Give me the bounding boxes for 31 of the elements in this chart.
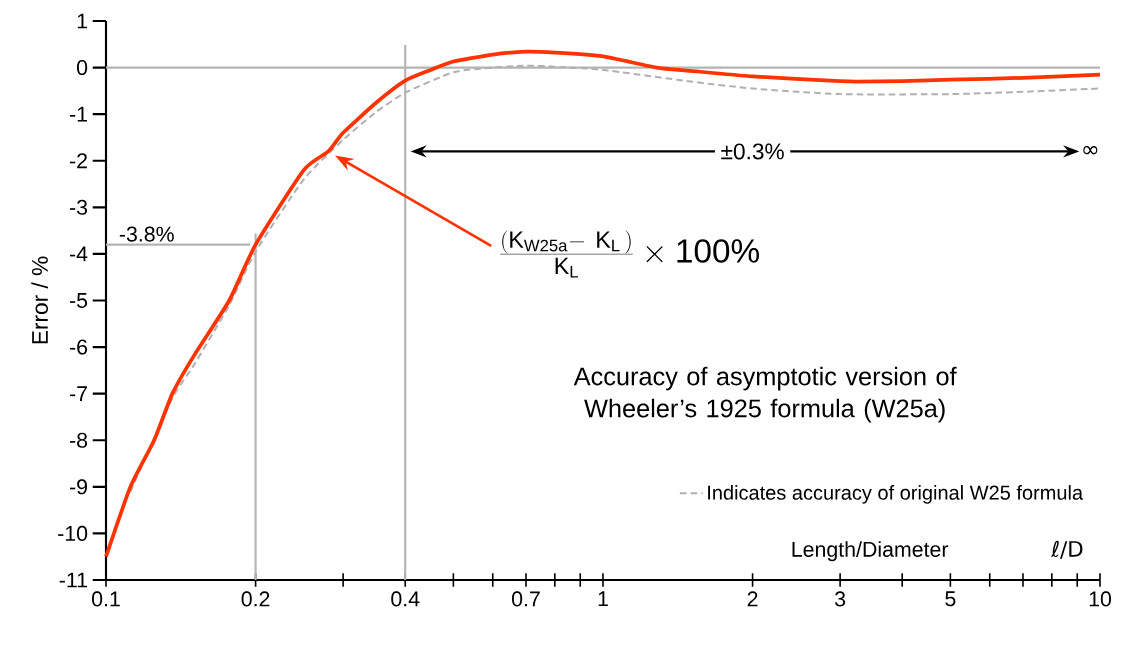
x-tick-label: 10 (1089, 591, 1112, 607)
annotation: $\frac{(\mathrm{K}_{\mathrm{W25a}}\mathrm{-}\ \mathrm{K}_{\mathrm{L}}\,)}{\mathrm{K}_{\mathrm{L}}}\times\mathrm{100\%}$ (500, 230, 759, 278)
annotation: ±0.3% (721, 143, 784, 160)
y-tick-label: -5 (69, 293, 88, 308)
x-tick-label: 3 (835, 591, 846, 607)
x-tick-label: 0.2 (241, 591, 270, 607)
y-tick-label: -1 (69, 106, 87, 122)
y-tick-label: -6 (69, 339, 88, 355)
y-tick-label: -2 (69, 153, 87, 169)
y-tick-label: -3 (69, 199, 88, 215)
y-tick-label: -9 (69, 479, 88, 495)
x-tick-label: 5 (945, 591, 956, 607)
y-tick-label: -4 (69, 246, 88, 262)
annotation: ℓ/D (1050, 540, 1083, 559)
y-axis-title: Error / % (31, 256, 48, 344)
x-tick-label: 0.7 (512, 591, 540, 607)
ref-line-label: -3.8% (119, 226, 174, 242)
x-tick-label: 0.1 (92, 591, 120, 607)
text: Accuracy of asymptotic version of Wheeler’s 1925 formula (W25a) (573, 366, 957, 423)
x-axis-title: Length/Diameter (792, 541, 949, 562)
y-tick-label: 1 (77, 13, 87, 29)
y-tick-label: -8 (69, 432, 88, 448)
annotation: ∞ (1083, 145, 1098, 155)
x-tick-label: 2 (747, 591, 758, 607)
x-tick-label: 0.4 (391, 591, 420, 607)
y-tick-label: -7 (69, 386, 87, 401)
y-tick-label: -11 (59, 572, 87, 588)
y-tick-label: 0 (76, 60, 88, 76)
y-tick-label: -10 (58, 525, 88, 541)
legend-label: Indicates accuracy of original W25 formula (708, 485, 1084, 504)
x-tick-label: 1 (598, 591, 608, 607)
